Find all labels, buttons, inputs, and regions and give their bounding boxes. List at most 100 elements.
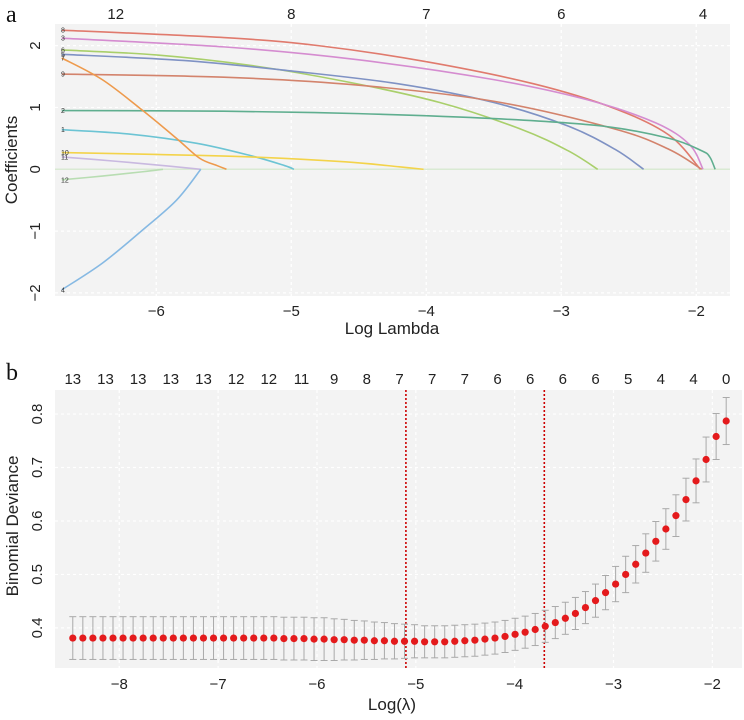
cv-mean-point <box>139 634 147 642</box>
cv-mean-point <box>290 634 298 643</box>
cv-mean-point <box>159 634 167 642</box>
cv-mean-point <box>451 637 459 645</box>
panel-b-top-axis-label: 4 <box>657 371 665 388</box>
cv-mean-point <box>431 638 439 646</box>
cv-mean-point <box>692 477 700 485</box>
cv-mean-point <box>209 634 218 642</box>
panel-b-top-axis-label: 11 <box>294 371 310 388</box>
cv-mean-point <box>240 634 248 642</box>
panel-b-y-tick-label: 0.7 <box>29 457 46 478</box>
cv-mean-point <box>702 455 710 464</box>
panel-b-top-axis-label: 6 <box>591 371 599 388</box>
cv-mean-point <box>471 636 479 644</box>
cv-mean-point <box>481 635 489 643</box>
cv-mean-point <box>350 636 358 644</box>
cv-mean-point <box>491 634 499 642</box>
cv-mean-point <box>89 634 97 642</box>
panel-b-top-axis-label: 7 <box>428 371 436 388</box>
panel-b-top-axis-label: 7 <box>461 371 469 388</box>
panel-b-cross-validation: b −8 −7 −6 −5 −4 −3 −2 0.40.50.60.70.8 13 13 13 1… <box>3 360 742 714</box>
cv-mean-point <box>622 570 630 579</box>
series-line-5 <box>61 53 645 170</box>
panel-b-top-axis-label: 6 <box>526 371 534 388</box>
panel-a-x-tick-label: −6 <box>148 303 165 320</box>
cv-mean-point <box>380 637 389 645</box>
cv-mean-point <box>531 625 539 634</box>
panel-b-x-tick-label: −8 <box>111 676 128 693</box>
panel-b-top-axis-labels: 13 13 13 13 13 12 12 11 9 8 7 7 7 6 6 6 6 5 4 4 0 <box>64 371 730 388</box>
cv-mean-point <box>360 636 368 644</box>
panel-b-top-axis-label: 0 <box>722 371 730 388</box>
panel-a-series-lines <box>61 29 716 291</box>
cv-mean-point <box>230 634 238 642</box>
panel-b-x-tick-label: −2 <box>704 676 721 693</box>
cv-mean-point <box>310 635 318 643</box>
panel-b-top-axis-label: 13 <box>195 371 212 388</box>
cv-mean-point <box>601 589 610 597</box>
panel-b-x-tick-label: −7 <box>210 676 227 693</box>
panel-b-x-tick-label: −6 <box>308 676 325 693</box>
cv-mean-point <box>612 580 620 588</box>
series-label-7: 7 <box>61 56 65 63</box>
panel-a-y-tick-label: 2 <box>27 41 44 49</box>
cv-mean-point <box>501 632 509 641</box>
cv-mean-point <box>219 634 228 642</box>
cv-mean-point <box>179 634 187 642</box>
panel-a-x-tick-label: −3 <box>553 303 570 320</box>
series-label-4: 4 <box>61 287 65 294</box>
cv-mean-point <box>99 634 107 642</box>
cv-mean-point <box>370 637 378 645</box>
cv-mean-point <box>260 634 268 642</box>
cv-mean-point <box>320 635 328 643</box>
series-line-2 <box>61 109 716 170</box>
panel-b-top-axis-label: 7 <box>395 371 403 388</box>
series-line-11 <box>61 156 201 171</box>
panel-a-y-tick-label: 0 <box>27 165 44 173</box>
cv-mean-point <box>280 634 288 643</box>
panel-b-top-axis-label: 13 <box>64 371 81 388</box>
cv-mean-point <box>169 634 177 642</box>
series-label-11: 11 <box>61 154 68 161</box>
cv-mean-point <box>189 634 198 642</box>
panel-a-x-axis-title: Log Lambda <box>345 319 440 338</box>
series-line-3 <box>61 37 704 170</box>
panel-a-top-axis-labels: 12 8 7 6 4 <box>107 6 707 23</box>
cv-mean-point <box>270 634 278 642</box>
series-line-4 <box>61 168 202 291</box>
panel-a-y-tick-label: −2 <box>27 284 44 301</box>
series-line-12 <box>61 168 164 181</box>
cv-mean-point <box>662 525 670 533</box>
cv-mean-point <box>340 636 348 644</box>
cv-mean-point <box>712 432 720 441</box>
cv-mean-point <box>541 622 549 630</box>
panel-b-top-axis-label: 13 <box>162 371 179 388</box>
panel-b-y-tick-label: 0.6 <box>29 511 46 532</box>
panel-a-plot-area <box>55 24 730 296</box>
panel-b-y-tick-label: 0.4 <box>29 617 46 638</box>
panel-b-x-tick-label: −4 <box>506 676 523 693</box>
cv-mean-point <box>642 549 650 557</box>
panel-b-x-tick-label: −5 <box>407 676 424 693</box>
panel-b-top-axis-label: 5 <box>624 371 632 388</box>
cv-mean-point <box>400 637 409 645</box>
series-line-10 <box>61 151 424 171</box>
panel-b-mean-points <box>69 417 730 646</box>
panel-a-y-tick-label: −1 <box>27 223 44 240</box>
panel-b-top-axis-label: 13 <box>97 371 114 388</box>
panel-b-y-tick-label: 0.5 <box>29 564 46 585</box>
cv-mean-point <box>521 628 529 636</box>
cv-mean-point <box>652 537 660 545</box>
panel-b-y-axis-title: Binomial Deviance <box>3 456 22 597</box>
series-label-8: 8 <box>61 28 65 35</box>
series-label-6: 6 <box>61 47 65 54</box>
cv-mean-point <box>561 614 569 622</box>
cv-mean-point <box>250 634 258 642</box>
panel-a-y-tick-label: 1 <box>27 103 44 111</box>
cv-mean-point <box>632 560 640 568</box>
panel-a-letter: a <box>6 2 17 28</box>
cv-mean-point <box>109 634 117 642</box>
panel-b-top-axis-label: 6 <box>493 371 501 388</box>
cv-mean-point <box>119 634 127 642</box>
